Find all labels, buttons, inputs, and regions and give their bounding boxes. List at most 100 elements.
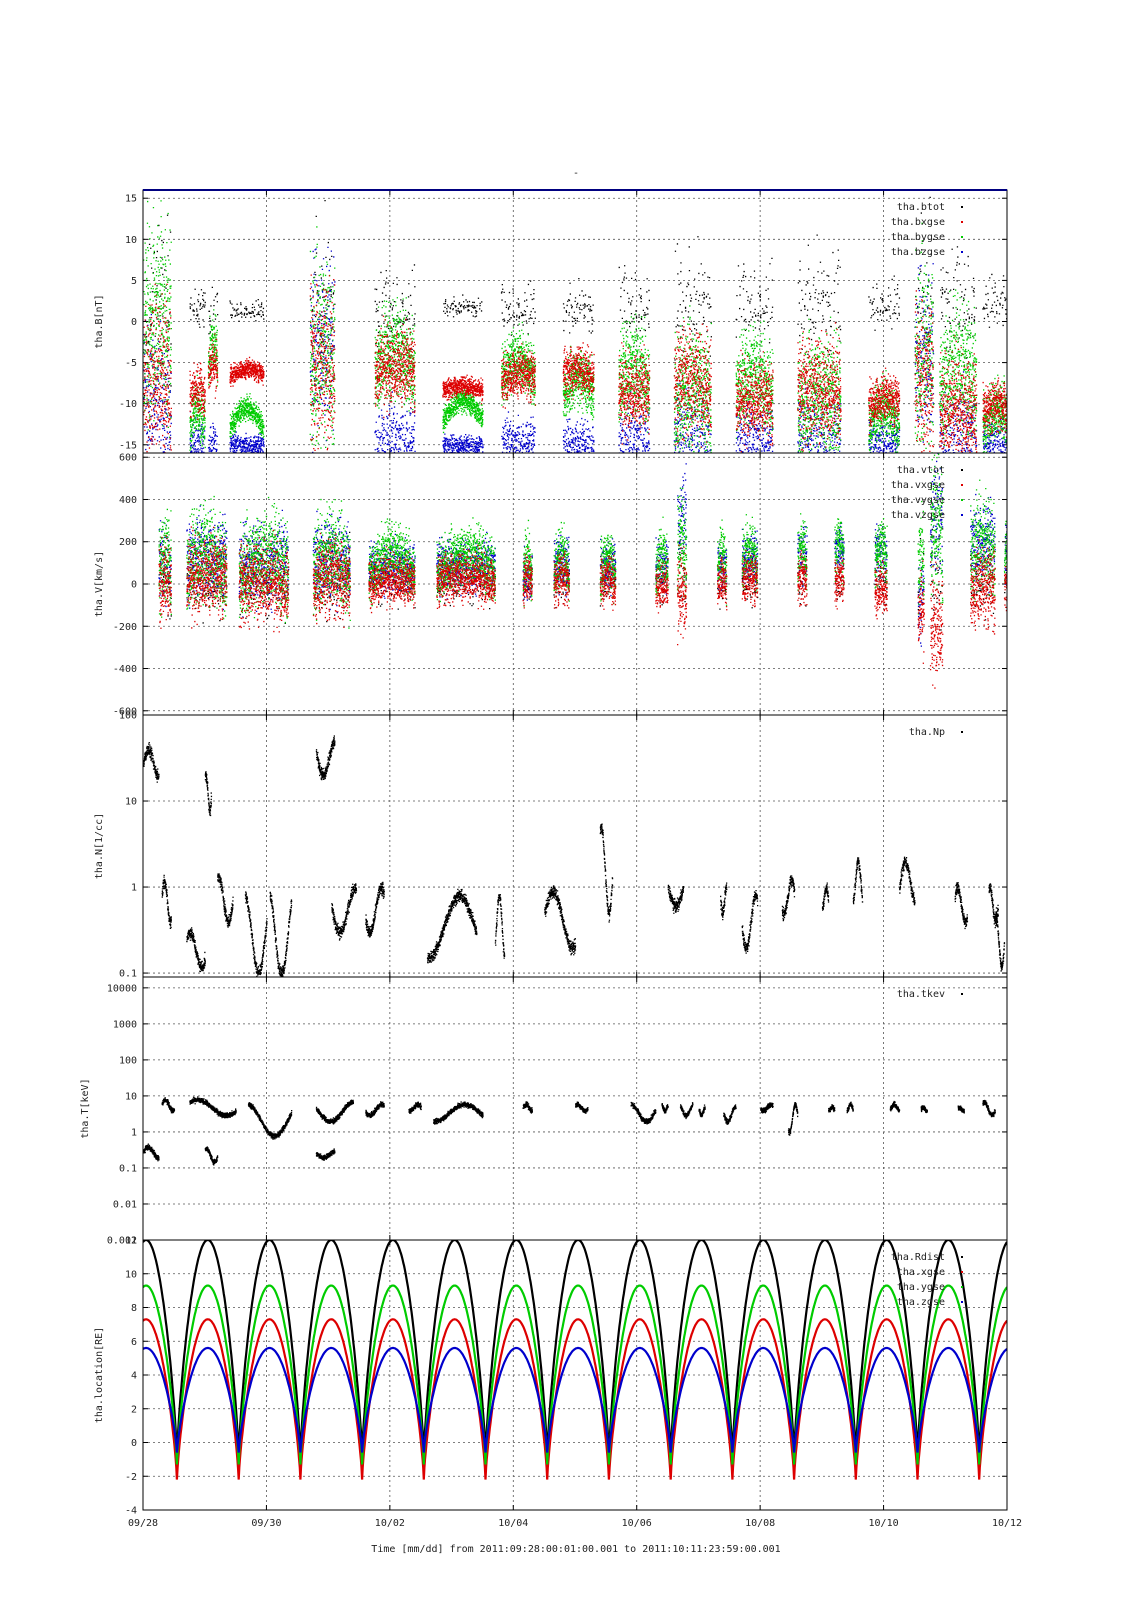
legend-entry: tha.vzgse [891, 510, 945, 521]
series-points-tha.vzgse [158, 453, 1007, 647]
legend-entry: tha.bxgse [891, 217, 945, 228]
data-layer [143, 735, 1006, 977]
series-line-tha.zgse [143, 1346, 1007, 1453]
legend-entry: tha.zgse [897, 1297, 945, 1308]
panels: -15-10-5051015tha.B[nT]tha.btottha.bxgse… [80, 189, 1022, 1529]
panel-3: 0.001 0.01 0.1 1 10 100 1000 10000 tha.T[keV] tha… [80, 976, 1008, 1247]
y-tick-label: 100 [119, 711, 137, 722]
y-tick-label: 600 [119, 453, 137, 464]
y-tick-label: -5 [125, 358, 137, 369]
panel-frame [142, 976, 1008, 1241]
grid [143, 190, 1007, 453]
legend-marker [961, 484, 963, 486]
legend-marker [961, 469, 963, 471]
grid [143, 977, 1007, 1240]
y-tick-label: 4 [131, 1371, 137, 1382]
y-axis-label: tha.V[km/s] [94, 551, 105, 617]
legend-entry: tha.Np [909, 727, 945, 738]
series-points-tha.bxgse [143, 274, 1007, 453]
data-layer [143, 1240, 1007, 1480]
y-tick-label: 10 [125, 797, 137, 808]
y-tick-label: 0.1 [119, 969, 137, 980]
legend-entry: tha.vtot [897, 465, 945, 476]
legend-marker [961, 1256, 963, 1258]
y-tick-label: 0 [131, 317, 137, 328]
y-axis-label: tha.B[nT] [94, 294, 105, 348]
y-tick-label: -10 [119, 399, 137, 410]
y-tick-label: 0.001 [107, 1236, 137, 1247]
x-tick-label: 10/04 [498, 1518, 528, 1529]
legend-marker [961, 499, 963, 501]
legend-marker [961, 1286, 963, 1288]
y-tick-label: 0 [131, 580, 137, 591]
x-tick-label: 09/28 [128, 1518, 158, 1529]
legend-marker [961, 251, 963, 253]
y-tick-label: -2 [125, 1472, 137, 1483]
series-line-tha.Rdist [143, 1240, 1007, 1458]
y-tick-label: 1 [131, 883, 137, 894]
x-tick-label: 10/06 [622, 1518, 652, 1529]
y-tick-label: 0 [131, 1438, 137, 1449]
panel-frame [142, 714, 1008, 978]
y-tick-label: -600 [113, 706, 137, 717]
y-tick-label: 12 [125, 1236, 137, 1247]
legend-entry: tha.btot [897, 202, 945, 213]
figure-title: - [573, 168, 579, 179]
panel-0: -15 -10 -5 0 5 10 15 tha.B[nT] tha.btot tha.bxgse… [94, 189, 1008, 454]
y-tick-label: 10 [125, 235, 137, 246]
y-tick-label: 1000 [113, 1019, 137, 1030]
y-tick-label: -4 [125, 1506, 137, 1517]
y-tick-label: 6 [131, 1337, 137, 1348]
panel-2: 0.1 1 10 100 tha.N[1/cc] tha.Np [94, 711, 1008, 980]
y-tick-label: 200 [119, 537, 137, 548]
legend-entry: tha.ygse [897, 1282, 945, 1293]
y-tick-label: 10 [125, 1269, 137, 1280]
legend-marker [961, 731, 963, 733]
y-tick-label: 0.01 [113, 1199, 137, 1210]
y-axis-label: tha.location[RE] [94, 1327, 105, 1423]
y-tick-label: 10000 [107, 983, 137, 994]
legend-entry: tha.xgse [897, 1267, 945, 1278]
legend-marker [961, 221, 963, 223]
legend-entry: tha.tkev [897, 989, 945, 1000]
y-tick-label: 2 [131, 1404, 137, 1415]
series-points-tha.vygse [158, 453, 1007, 629]
y-tick-label: 10 [125, 1091, 137, 1102]
data-layer [158, 453, 1007, 689]
panel-frame [142, 1239, 1008, 1511]
time-axis-label: Time [mm/dd] from 2011:09:28:00:01:00.00… [371, 1544, 780, 1555]
legend-entry: tha.vxgse [891, 480, 945, 491]
y-tick-label: -15 [119, 440, 137, 451]
legend-marker [961, 514, 963, 516]
y-tick-label: 5 [131, 276, 137, 287]
y-tick-label: 100 [119, 1055, 137, 1066]
panel-1: -600 -400 -200 0 200 400 600 tha.V[km/s] tha.vto… [94, 452, 1008, 717]
legend-marker [961, 236, 963, 238]
legend-marker [961, 993, 963, 995]
data-layer [143, 1096, 996, 1166]
y-axis-label: tha.T[keV] [80, 1078, 91, 1138]
legend-entry: tha.bygse [891, 232, 945, 243]
legend-marker [961, 1301, 963, 1303]
x-tick-label: 09/30 [251, 1518, 281, 1529]
legend-marker [961, 206, 963, 208]
y-tick-label: -200 [113, 622, 137, 633]
x-tick-label: 10/10 [869, 1518, 899, 1529]
y-tick-label: 400 [119, 495, 137, 506]
series-points-tha.vxgse [158, 526, 1007, 689]
grid [143, 715, 1007, 977]
legend-marker [961, 1271, 963, 1273]
legend-entry: tha.Rdist [891, 1252, 945, 1263]
y-tick-label: -400 [113, 664, 137, 675]
series-line-tha.xgse [143, 1318, 1007, 1480]
y-tick-label: 15 [125, 194, 137, 205]
y-tick-label: 8 [131, 1303, 137, 1314]
panel-4: -4 -2 0 2 4 6 8 10 12 tha.location[RE] tha.Rdist th… [94, 1236, 1008, 1517]
legend-entry: tha.vygse [891, 495, 945, 506]
legend-entry: tha.bzgse [891, 247, 945, 258]
y-tick-label: 1 [131, 1127, 137, 1138]
series-points-tha.tkev [143, 1096, 996, 1166]
y-axis-label: tha.N[1/cc] [94, 813, 105, 879]
series-points-tha.Np [143, 735, 1006, 977]
